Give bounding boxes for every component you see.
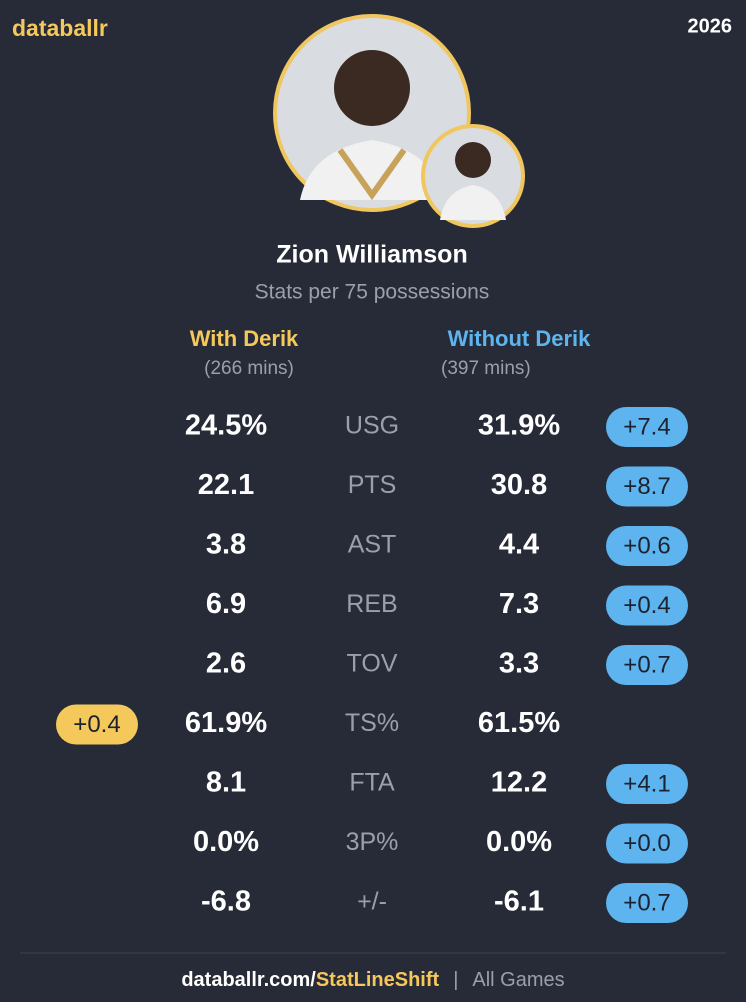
with-value: 6.9: [206, 588, 246, 620]
stat-rows: 24.5% USG 31.9% +7.4 22.1 PTS 30.8 +8.7 3.8 AST 4.…: [56, 407, 688, 923]
without-value: 12.2: [491, 767, 547, 799]
diff-badge: [606, 764, 688, 804]
with-value: 3.8: [206, 529, 246, 561]
stat-label: 3P%: [346, 828, 399, 856]
stat-label: TS%: [345, 709, 399, 737]
teammate-photo: [421, 124, 525, 228]
subtitle: Stats per 75 possessions: [255, 281, 490, 304]
with-value: 0.0%: [193, 826, 259, 858]
footer-site: databallr.com/: [181, 969, 316, 991]
with-value: -6.8: [201, 886, 251, 918]
with-value: 24.5%: [185, 410, 267, 442]
diff-badge: [606, 407, 688, 447]
diff-value: +8.7: [623, 473, 670, 500]
stat-label: +/-: [357, 888, 387, 916]
stat-label: PTS: [348, 471, 397, 499]
stat-label: USG: [345, 412, 399, 440]
without-value: 4.4: [499, 529, 539, 561]
diff-badge: [56, 704, 138, 745]
footer-page: StatLineShift: [316, 969, 440, 991]
diff-badge: [606, 883, 688, 923]
diff-value: +0.0: [623, 830, 670, 857]
with-value: 22.1: [198, 469, 254, 501]
without-value: 30.8: [491, 469, 547, 501]
with-value: 8.1: [206, 767, 246, 799]
without-value: -6.1: [494, 886, 544, 918]
without-value: 3.3: [499, 648, 539, 680]
diff-value: +0.6: [623, 532, 670, 559]
diff-badge: [606, 823, 688, 864]
player-photo: [273, 14, 471, 212]
without-label: Without Derik: [448, 326, 592, 351]
diff-badge: [606, 526, 688, 566]
diff-badge: [606, 585, 688, 626]
diff-badge: [606, 645, 688, 685]
diff-value: +0.7: [623, 651, 670, 678]
stat-label: TOV: [347, 650, 398, 678]
stat-label: AST: [348, 531, 397, 559]
diff-value: +7.4: [623, 413, 670, 440]
diff-value: +0.4: [73, 711, 120, 738]
diff-value: +0.7: [623, 889, 670, 916]
footer: databallr.com/StatLineShift | All Games: [181, 969, 564, 991]
without-value: 31.9%: [478, 410, 560, 442]
without-minutes: (397 mins): [441, 358, 531, 379]
diff-value: +4.1: [623, 770, 670, 797]
with-minutes: (266 mins): [204, 358, 294, 379]
diff-value: +0.4: [623, 592, 670, 619]
year: 2026: [688, 15, 733, 37]
without-value: 7.3: [499, 588, 539, 620]
diff-badge: [606, 466, 688, 507]
without-value: 61.5%: [478, 707, 560, 739]
player-name: Zion Williamson: [276, 241, 467, 269]
with-value: 2.6: [206, 648, 246, 680]
brand: databallr: [12, 15, 108, 41]
with-label: With Derik: [190, 326, 299, 351]
stat-label: FTA: [349, 769, 395, 797]
footer-filter: All Games: [472, 969, 564, 991]
with-value: 61.9%: [185, 707, 267, 739]
stat-label: REB: [346, 590, 397, 618]
footer-separator: |: [453, 969, 458, 991]
without-value: 0.0%: [486, 826, 552, 858]
